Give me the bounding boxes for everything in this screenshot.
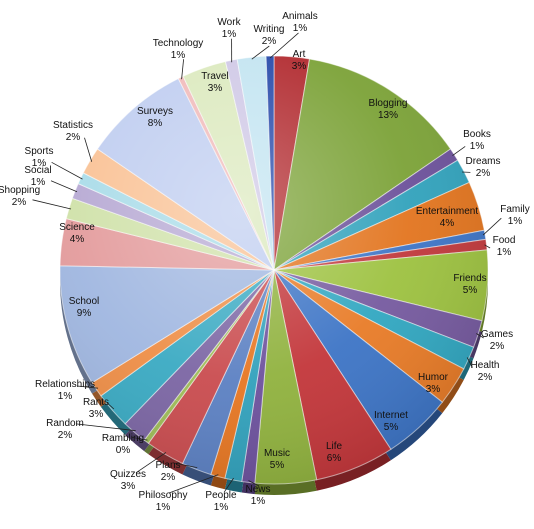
slice-label-games: Games 2% <box>481 329 513 352</box>
slice-label-news: News 1% <box>245 484 270 507</box>
slice-label-animals: Animals 1% <box>282 11 318 34</box>
leader-line-games <box>476 333 484 339</box>
slice-label-random: Random 2% <box>46 418 84 441</box>
slice-label-internet: Internet 5% <box>374 410 408 433</box>
slice-label-people: People 1% <box>205 490 237 513</box>
slice-label-philosophy: Philosophy 1% <box>139 490 188 513</box>
leader-line-shopping <box>32 199 72 210</box>
leader-line-family <box>482 217 502 236</box>
leader-line-relationships <box>77 385 99 389</box>
slice-label-writing: Writing 2% <box>254 24 285 47</box>
slice-label-dreams: Dreams 2% <box>465 156 500 179</box>
slice-label-social: Social 1% <box>24 165 51 188</box>
leader-line-plans <box>174 462 198 468</box>
slice-label-statistics: Statistics 2% <box>53 120 93 143</box>
slice-label-rambling: Rambling 0% <box>102 433 144 456</box>
leader-line-sports <box>51 161 83 180</box>
slice-labels: Art 3% Blogging 13% Books 1% Dreams 2% Entertain… <box>0 11 530 513</box>
leader-line-news <box>248 480 260 487</box>
slice-label-food: Food 1% <box>493 235 516 258</box>
leader-line-quizzes <box>135 452 167 474</box>
leader-line-health <box>466 357 473 368</box>
pie-slices <box>59 55 489 485</box>
slice-label-quizzes: Quizzes 3% <box>110 469 146 492</box>
slice-label-art: Art 3% <box>292 49 307 72</box>
leader-line-statistics <box>84 137 93 162</box>
slice-label-science: Science 4% <box>59 222 95 245</box>
slice-label-rants: Rants 3% <box>83 397 109 420</box>
leader-line-technology <box>181 59 184 80</box>
slice-label-travel: Travel 3% <box>201 71 228 94</box>
slice-label-music: Music 5% <box>264 448 290 471</box>
slice-label-plans: Plans 2% <box>155 460 180 483</box>
leader-line-social <box>50 180 78 193</box>
slice-label-entertainment: Entertainment 4% <box>416 206 478 229</box>
slice-label-books: Books 1% <box>463 129 491 152</box>
slice-label-family: Family 1% <box>500 204 529 227</box>
leader-lines <box>32 32 502 494</box>
leader-line-rants <box>106 402 115 410</box>
leader-line-writing <box>251 45 270 60</box>
slice-label-humor: Humor 3% <box>418 372 449 395</box>
leader-line-philosophy <box>168 474 219 494</box>
leader-line-random <box>76 423 136 432</box>
slice-label-friends: Friends 5% <box>453 273 486 296</box>
leader-line-animals <box>269 32 299 59</box>
leader-line-books <box>452 146 466 156</box>
slice-label-technology: Technology 1% <box>153 38 204 61</box>
slice-label-health: Health 2% <box>471 360 500 383</box>
slice-label-shopping: Shopping 2% <box>0 185 40 208</box>
slice-label-surveys: Surveys 8% <box>137 106 173 129</box>
slice-label-life: Life 6% <box>326 441 343 464</box>
slice-label-work: Work 1% <box>217 17 241 40</box>
slice-label-sports: Sports 1% <box>25 146 54 169</box>
slice-label-relationships: Relationships 1% <box>35 379 95 402</box>
slice-label-school: School 9% <box>69 296 100 319</box>
leader-line-food <box>484 244 491 249</box>
slice-label-blogging: Blogging 13% <box>369 98 408 121</box>
leader-line-rambling <box>132 437 148 441</box>
leader-line-people <box>223 477 234 493</box>
